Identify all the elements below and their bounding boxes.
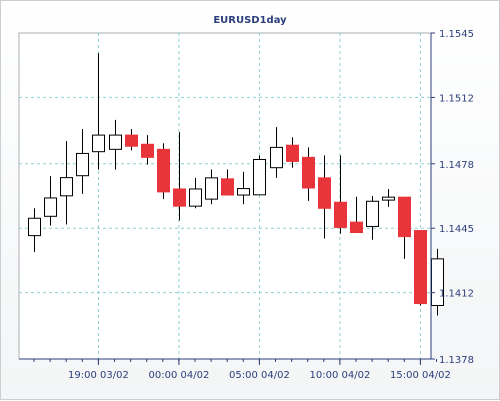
bull-candle-body (92, 134, 105, 153)
bear-candle-body (221, 178, 234, 196)
plot-area (18, 32, 432, 360)
bear-candle-body (157, 148, 170, 193)
y-tick-label: 1.1545 (439, 29, 474, 40)
candle (189, 177, 202, 209)
bull-candle-body (237, 188, 250, 196)
candle (141, 135, 154, 165)
candle (270, 127, 283, 178)
bull-candle-body (270, 146, 283, 169)
candle (286, 137, 299, 168)
candle (76, 129, 89, 194)
candle (302, 147, 315, 201)
y-tick-label: 1.1412 (439, 289, 474, 300)
candle (109, 119, 122, 170)
bear-candle-body (318, 177, 331, 209)
x-tick-label: 19:00 03/02 (68, 370, 129, 381)
bull-candle-body (253, 158, 266, 196)
bull-candle-body (60, 177, 73, 197)
bear-candle-body (350, 221, 363, 234)
y-tick-label: 1.1478 (439, 160, 474, 171)
x-axis: 19:00 03/02 00:00 04/02 05:00 04/02 10:00 0… (19, 358, 451, 381)
bull-candle-body (366, 200, 379, 227)
bear-candle-body (302, 156, 315, 189)
bear-candle-body (141, 143, 154, 158)
bull-candle-body (28, 217, 41, 237)
bull-candle-body (189, 188, 202, 207)
bull-candle-body (76, 152, 89, 177)
candle (253, 155, 266, 196)
candle (205, 169, 218, 205)
bull-candle-body (109, 134, 122, 150)
bear-candle-body (125, 134, 138, 147)
bear-candle-body (286, 144, 299, 162)
candle (398, 196, 411, 259)
x-tick-label: 15:00 04/02 (390, 370, 451, 381)
candle (334, 155, 347, 234)
x-tick-label: 05:00 04/02 (229, 370, 290, 381)
y-axis: 1.1545 1.1512 1.1478 1.1445 1.1412 1.1378 (430, 29, 474, 366)
candle (28, 208, 41, 253)
bull-candle-body (44, 197, 57, 217)
candle (237, 171, 250, 205)
candle (382, 188, 395, 207)
candle (414, 230, 427, 306)
candle (221, 169, 234, 196)
candle (60, 141, 73, 225)
y-tick-label: 1.1445 (439, 224, 474, 235)
candle (44, 176, 57, 226)
bear-candle-body (398, 196, 411, 238)
candle (350, 196, 363, 234)
candle (157, 143, 170, 200)
bear-candle-body (334, 201, 347, 228)
candle (318, 155, 331, 239)
candle (366, 196, 379, 240)
candle (431, 248, 444, 316)
x-tick-label: 00:00 04/02 (148, 370, 209, 381)
candles (28, 53, 444, 316)
y-tick-label: 1.1512 (439, 93, 474, 104)
bull-candle-body (205, 177, 218, 200)
candle (92, 53, 105, 170)
bull-candle-body (382, 196, 395, 201)
y-tick-label: 1.1378 (439, 355, 474, 366)
candle (173, 132, 186, 221)
bear-candle-body (173, 188, 186, 207)
bear-candle-body (414, 230, 427, 305)
x-tick-label: 10:00 04/02 (309, 370, 370, 381)
chart-title: EURUSD1day (213, 15, 287, 26)
candle (125, 129, 138, 151)
